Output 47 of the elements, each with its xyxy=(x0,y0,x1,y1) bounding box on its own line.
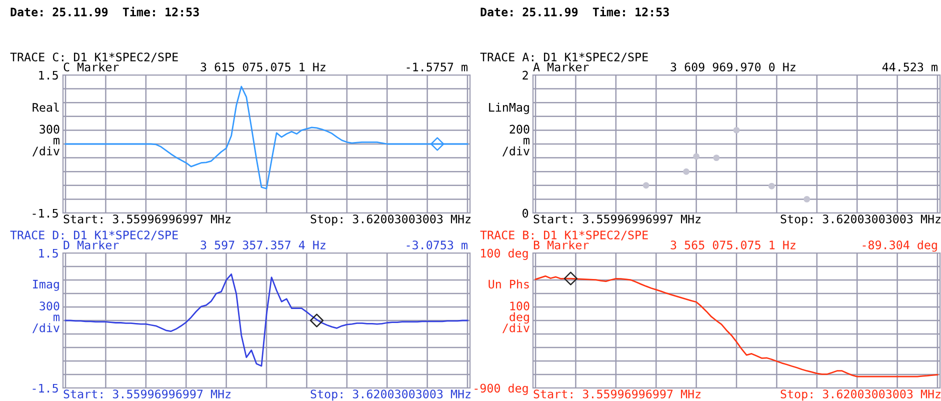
y-tick-label: 100 deg xyxy=(481,248,528,260)
text: Date: 25.11.99 Time: 12:53 xyxy=(10,6,199,16)
text: Stop: 3.62003003003 MHz xyxy=(310,214,470,226)
text: -1.5757 m xyxy=(406,62,468,72)
point xyxy=(642,182,650,189)
y-tick-label: -900 deg xyxy=(474,384,528,395)
y-axis-title: Real 300 m /div xyxy=(32,102,60,156)
text: Date: 25.11.99 Time: 12:53 xyxy=(480,6,669,16)
text: 3 615 075.075 1 Hz xyxy=(200,62,326,72)
chart-title: TRACE C: D1 K1*SPEC2/SPE xyxy=(10,52,178,62)
point xyxy=(768,182,775,190)
point xyxy=(804,196,810,202)
chart-subtitle: B Marker xyxy=(534,240,589,250)
point xyxy=(713,154,720,162)
text: Start: 3.55996996997 MHz xyxy=(64,390,230,398)
text: Start: 3.55996996997 MHz xyxy=(64,214,230,224)
text: Start: 3.55996996997 MHz xyxy=(534,390,700,398)
y-tick-label: -1.5 xyxy=(32,384,58,393)
text: -89.304 deg xyxy=(862,240,937,252)
text: 3 597 357.357 4 Hz xyxy=(200,240,326,250)
text: Stop: 3.62003003003 MHz xyxy=(310,390,470,401)
text: Start: 3.55996996997 MHz xyxy=(534,214,700,224)
chart-subtitle: D Marker xyxy=(64,240,119,250)
point xyxy=(683,168,690,175)
y-axis-title: LinMag 200 m /div xyxy=(489,102,530,156)
point xyxy=(733,126,740,134)
line-series xyxy=(64,273,468,367)
y-tick-label: 2 xyxy=(522,70,528,80)
chart-title: TRACE D: D1 K1*SPEC2/SPE xyxy=(10,230,178,240)
line-series xyxy=(64,86,468,190)
text: Stop: 3.62003003003 MHz xyxy=(780,214,940,226)
chart-title: TRACE A: D1 K1*SPEC2/SPE xyxy=(480,52,648,62)
text: Stop: 3.62003003003 MHz xyxy=(780,390,940,401)
y-axis-title: Un Phs 100 deg /div xyxy=(488,280,530,334)
chart-title: TRACE B: D1 K1*SPEC2/SPE xyxy=(480,230,648,240)
y-tick-label: 0 xyxy=(522,208,528,218)
chart-subtitle: C Marker xyxy=(64,62,119,72)
point xyxy=(693,153,700,160)
text: -3.0753 m xyxy=(406,240,468,250)
y-tick-label: -1.5 xyxy=(32,208,58,218)
y-axis-title: Imag 300 m /div xyxy=(32,280,60,334)
y-tick-label: 1.5 xyxy=(39,248,58,258)
text: 3 609 969.970 0 Hz xyxy=(670,62,796,72)
y-tick-label: 1.5 xyxy=(39,70,58,80)
text: 44.523 m xyxy=(882,62,938,72)
chart-subtitle: A Marker xyxy=(533,62,589,72)
text: 3 565 075.075 1 Hz xyxy=(670,240,796,250)
